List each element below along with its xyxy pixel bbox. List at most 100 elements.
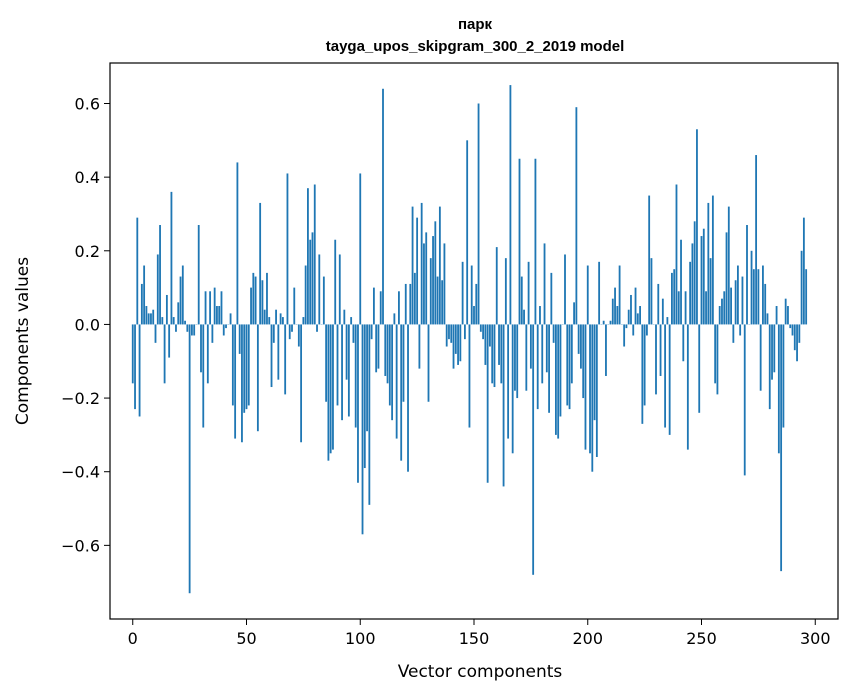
bar-component-216 <box>623 324 626 347</box>
bar-component-125 <box>416 217 419 325</box>
bar-component-293 <box>798 324 801 343</box>
bar-component-223 <box>639 306 641 325</box>
bar-component-34 <box>209 291 212 325</box>
bar-component-65 <box>279 313 282 325</box>
bar-component-82 <box>318 254 321 325</box>
bar-component-291 <box>793 324 796 351</box>
bar-component-217 <box>625 324 628 329</box>
bar-component-277 <box>762 265 764 325</box>
bar-component-139 <box>448 324 450 340</box>
bar-component-49 <box>243 324 246 413</box>
bar-component-81 <box>316 324 318 332</box>
bar-component-160 <box>495 247 498 325</box>
bar-component-224 <box>641 324 644 424</box>
bar-component-170 <box>518 158 521 325</box>
bar-component-162 <box>500 324 503 384</box>
bar-component-253 <box>707 202 710 325</box>
bar-component-176 <box>532 324 535 575</box>
bar-component-182 <box>545 324 548 373</box>
bar-component-136 <box>441 280 444 325</box>
bar-component-102 <box>363 324 366 469</box>
bar-component-85 <box>325 324 328 402</box>
bar-component-275 <box>757 269 760 325</box>
bar-component-12 <box>159 225 161 325</box>
bar-component-163 <box>502 324 505 487</box>
bar-component-179 <box>539 306 541 325</box>
bar-component-184 <box>550 272 553 325</box>
bar-component-40 <box>222 324 225 336</box>
bar-component-153 <box>479 324 482 332</box>
bar-component-103 <box>366 324 368 432</box>
bar-component-22 <box>181 265 184 325</box>
bar-component-171 <box>520 276 523 325</box>
bar-component-234 <box>664 324 667 428</box>
bar-component-233 <box>661 298 664 325</box>
bar-component-205 <box>598 261 601 325</box>
bar-component-129 <box>425 232 428 325</box>
bar-component-116 <box>395 324 398 439</box>
bar-component-46 <box>236 162 239 325</box>
bar-component-178 <box>536 324 539 410</box>
bar-component-69 <box>288 324 291 340</box>
bar-component-105 <box>370 324 373 340</box>
bar-component-94 <box>345 324 348 380</box>
bar-component-148 <box>468 324 471 428</box>
y-tick-label: −0.2 <box>61 389 100 408</box>
bar-component-145 <box>461 261 464 325</box>
bar-component-188 <box>559 324 562 417</box>
bar-component-122 <box>409 283 412 325</box>
bar-component-141 <box>452 324 455 369</box>
bar-component-199 <box>584 324 587 450</box>
bar-component-63 <box>275 309 277 325</box>
bar-component-107 <box>375 324 378 373</box>
bar-component-79 <box>311 232 314 325</box>
bar-component-246 <box>691 243 694 325</box>
bar-component-288 <box>787 306 789 325</box>
bar-component-286 <box>782 324 785 428</box>
chart-title: парк <box>458 16 493 33</box>
bar-component-226 <box>645 324 648 336</box>
bar-component-152 <box>477 103 480 325</box>
bar-component-114 <box>391 324 394 421</box>
bar-component-269 <box>743 324 746 476</box>
bar-component-219 <box>630 294 632 325</box>
bar-component-159 <box>493 324 496 388</box>
bar-component-192 <box>568 324 571 410</box>
bar-component-243 <box>684 291 687 325</box>
bar-component-220 <box>632 324 635 336</box>
bar-component-270 <box>746 225 748 325</box>
bar-component-62 <box>272 324 275 343</box>
bar-component-285 <box>780 324 783 572</box>
bar-component-194 <box>573 302 576 325</box>
bar-component-127 <box>420 202 423 325</box>
bar-component-198 <box>582 324 585 399</box>
bar-component-16 <box>168 324 171 358</box>
bar-component-266 <box>736 265 739 325</box>
bar-component-118 <box>400 324 403 461</box>
bar-component-67 <box>284 324 287 395</box>
bar-component-132 <box>432 236 434 325</box>
bar-component-35 <box>211 324 214 343</box>
bar-component-120 <box>404 283 407 325</box>
bar-component-20 <box>177 302 180 325</box>
bar-component-119 <box>402 324 405 402</box>
y-tick-label: 0.6 <box>75 95 100 114</box>
bar-component-221 <box>634 287 637 325</box>
bar-component-272 <box>750 250 753 325</box>
bar-component-168 <box>514 324 516 391</box>
bar-component-59 <box>266 272 268 325</box>
bar-component-240 <box>677 291 680 325</box>
bar-component-143 <box>457 324 459 365</box>
bar-component-37 <box>216 306 218 325</box>
bar-component-89 <box>334 239 337 325</box>
bar-component-14 <box>163 324 166 384</box>
bar-component-61 <box>270 324 273 388</box>
bar-component-123 <box>411 206 414 325</box>
bar-component-190 <box>564 254 566 325</box>
bar-component-169 <box>516 324 519 399</box>
bar-component-222 <box>636 313 639 325</box>
bar-component-60 <box>268 317 271 325</box>
bar-component-225 <box>643 324 646 406</box>
bar-component-5 <box>143 265 146 325</box>
